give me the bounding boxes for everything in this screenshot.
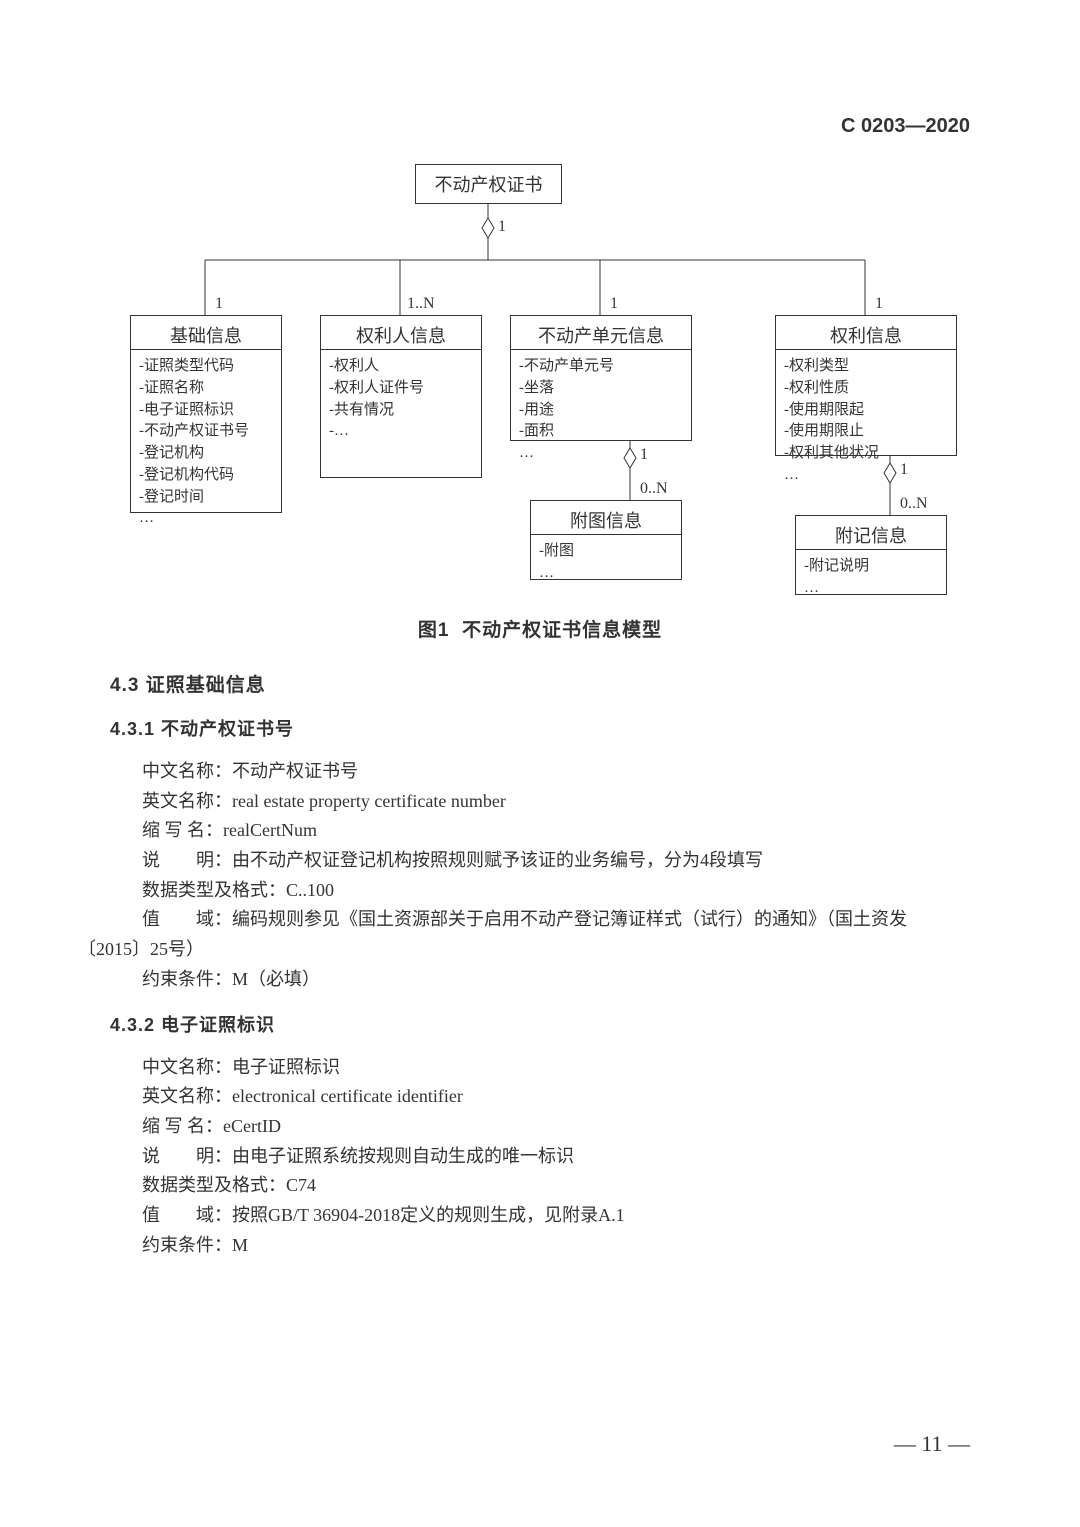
attr: -权利人证件号	[329, 378, 473, 400]
attr: -附图	[539, 541, 673, 563]
page-number: — 11 —	[894, 1431, 970, 1457]
uml-diagram: 1 不动产权证书 1 基础信息 -证照类型代码 -证照名称 -电子证照标识 -不…	[60, 160, 1020, 600]
field-desc: 说 明：由电子证照系统按规则自动生成的唯一标识	[142, 1142, 970, 1172]
heading-4-3-2: 4.3.2 电子证照标识	[110, 1011, 970, 1037]
attr: -坐落	[519, 378, 683, 400]
attrs-attachment: -附图 …	[530, 534, 682, 580]
field-type: 数据类型及格式：C..100	[142, 876, 970, 906]
attr: -不动产单元号	[519, 356, 683, 378]
field-4-3-1: 中文名称：不动产权证书号 英文名称：real estate property c…	[142, 757, 970, 995]
field-constraint: 约束条件：M（必填）	[142, 965, 970, 995]
attr: -…	[329, 421, 473, 443]
mult-c3-child: 0..N	[640, 480, 668, 498]
heading-4-3: 4.3 证照基础信息	[110, 670, 970, 697]
attr: -登记机构	[139, 443, 273, 465]
attr: -共有情况	[329, 400, 473, 422]
attr: -登记机构代码	[139, 465, 273, 487]
attr: -使用期限止	[784, 421, 948, 443]
mult-c4-child: 0..N	[900, 495, 928, 513]
attr: -权利人	[329, 356, 473, 378]
field-constraint: 约束条件：M	[142, 1231, 970, 1261]
attrs-rights-info: -权利类型 -权利性质 -使用期限起 -使用期限止 -权利其他状况 …	[775, 349, 957, 456]
attr: -权利性质	[784, 378, 948, 400]
attrs-rights-holder: -权利人 -权利人证件号 -共有情况 -…	[320, 349, 482, 478]
caption-text: 不动产权证书信息模型	[462, 620, 662, 641]
field-desc: 说 明：由不动产权证登记机构按照规则赋予该证的业务编号，分为4段填写	[142, 846, 970, 876]
field-domain: 值 域：编码规则参见《国土资源部关于启用不动产登记簿证样式（试行）的通知》（国土…	[142, 905, 970, 935]
field-type: 数据类型及格式：C74	[142, 1171, 970, 1201]
attr: -权利类型	[784, 356, 948, 378]
attr: …	[519, 443, 683, 465]
field-4-3-2: 中文名称：电子证照标识 英文名称：electronical certificat…	[142, 1053, 970, 1261]
field-domain-cont: 〔2015〕25号）	[78, 935, 970, 965]
attr: …	[784, 465, 948, 487]
mult-c3-parent: 1	[640, 446, 648, 464]
root-node: 不动产权证书	[415, 164, 562, 204]
attrs-annotation: -附记说明 …	[795, 549, 947, 595]
attr: …	[139, 508, 273, 530]
field-abbr: 缩 写 名：eCertID	[142, 1112, 970, 1142]
field-cn-name: 中文名称：不动产权证书号	[142, 757, 970, 787]
attr: -用途	[519, 400, 683, 422]
mult-c1: 1	[215, 295, 223, 313]
attr: -附记说明	[804, 556, 938, 578]
heading-4-3-1: 4.3.1 不动产权证书号	[110, 715, 970, 741]
field-abbr: 缩 写 名：realCertNum	[142, 816, 970, 846]
body-content: 4.3 证照基础信息 4.3.1 不动产权证书号 中文名称：不动产权证书号 英文…	[110, 660, 970, 1274]
page: C 0203—2020 1 不动产权证	[0, 0, 1080, 1527]
attr: -权利其他状况	[784, 443, 948, 465]
attrs-basic-info: -证照类型代码 -证照名称 -电子证照标识 -不动产权证书号 -登记机构 -登记…	[130, 349, 282, 513]
field-cn-name: 中文名称：电子证照标识	[142, 1053, 970, 1083]
mult-c2: 1..N	[407, 295, 435, 313]
attr: -证照名称	[139, 378, 273, 400]
figure-caption: 图1 不动产权证书信息模型	[0, 615, 1080, 642]
attr: -登记时间	[139, 487, 273, 509]
attr: -使用期限起	[784, 400, 948, 422]
attrs-unit-info: -不动产单元号 -坐落 -用途 -面积 …	[510, 349, 692, 441]
document-id: C 0203—2020	[841, 115, 970, 138]
mult-root: 1	[498, 218, 506, 236]
attr: -面积	[519, 421, 683, 443]
mult-c4-parent: 1	[900, 461, 908, 479]
attr: -电子证照标识	[139, 400, 273, 422]
field-en-name: 英文名称：electronical certificate identifier	[142, 1082, 970, 1112]
attr: …	[804, 578, 938, 600]
caption-prefix: 图1	[418, 620, 450, 641]
field-en-name: 英文名称：real estate property certificate nu…	[142, 787, 970, 817]
field-domain: 值 域：按照GB/T 36904-2018定义的规则生成，见附录A.1	[142, 1201, 970, 1231]
attr: -证照类型代码	[139, 356, 273, 378]
attr: …	[539, 563, 673, 585]
attr: -不动产权证书号	[139, 421, 273, 443]
mult-c4: 1	[875, 295, 883, 313]
mult-c3: 1	[610, 295, 618, 313]
